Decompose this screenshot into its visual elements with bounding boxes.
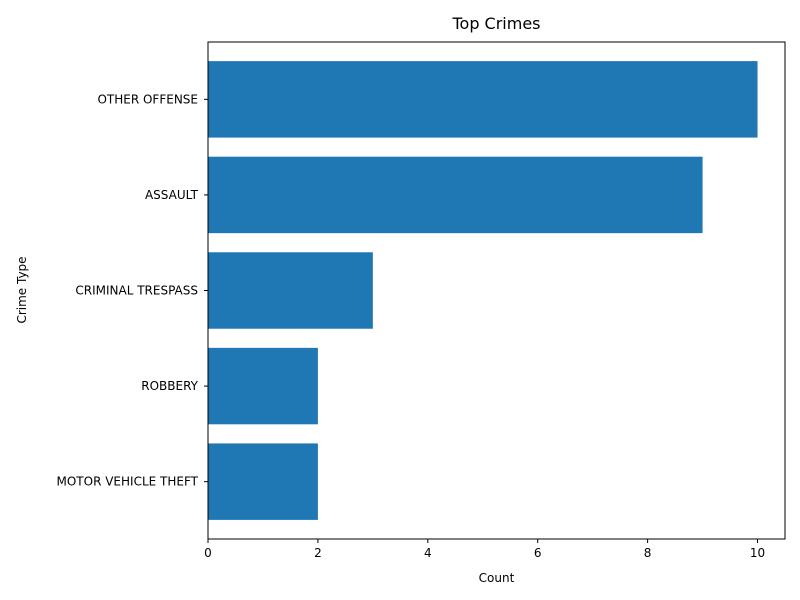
bars-group <box>208 61 758 520</box>
bar-other-offense <box>208 61 758 138</box>
x-tick-label: 4 <box>424 546 432 560</box>
bar-motor-vehicle-theft <box>208 443 318 520</box>
y-axis-label: Crime Type <box>15 256 29 323</box>
x-axis-label: Count <box>479 571 515 585</box>
x-tick-label: 10 <box>750 546 765 560</box>
y-tick-label: CRIMINAL TRESPASS <box>75 284 198 298</box>
x-tick-label: 2 <box>314 546 322 560</box>
y-tick-label: ASSAULT <box>145 188 199 202</box>
x-tick-label: 8 <box>644 546 652 560</box>
y-tick-label: OTHER OFFENSE <box>97 92 198 106</box>
plot-frame <box>207 41 786 540</box>
y-axis-ticks: OTHER OFFENSE ASSAULT CRIMINAL TRESPASS ROB… <box>57 92 208 489</box>
y-tick-label: MOTOR VEHICLE THEFT <box>57 475 199 489</box>
chart-title: Top Crimes <box>451 14 540 33</box>
y-tick-label: ROBBERY <box>141 379 198 393</box>
bar-criminal-trespass <box>208 252 373 329</box>
x-tick-label: 0 <box>204 546 212 560</box>
x-axis-ticks: 0 2 4 6 8 10 <box>204 539 765 560</box>
x-tick-label: 6 <box>534 546 542 560</box>
bar-assault <box>208 156 703 234</box>
bar-robbery <box>208 347 318 425</box>
